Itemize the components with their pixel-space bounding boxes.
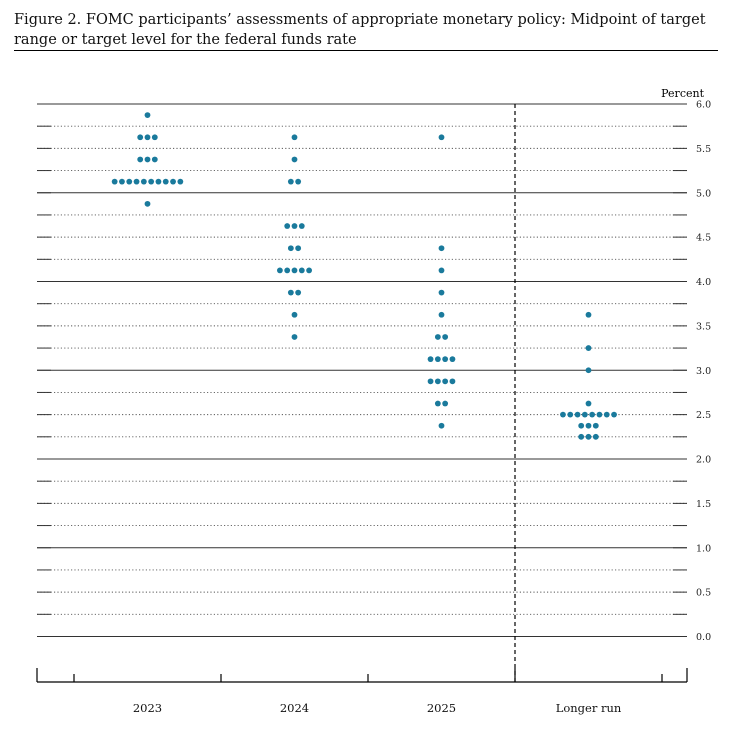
participant-dot <box>585 422 592 429</box>
participant-dot <box>306 267 312 274</box>
participant-dot <box>434 356 441 363</box>
y-tick-label: 3.5 <box>696 321 711 332</box>
participant-dot <box>596 411 603 418</box>
participant-dot <box>287 289 294 296</box>
participant-dot <box>140 178 147 185</box>
participant-dot <box>449 378 456 385</box>
participant-dot <box>592 433 599 440</box>
participant-dot <box>438 245 445 252</box>
participant-dot <box>585 400 592 407</box>
participant-dot <box>295 245 302 252</box>
axis-labels: 0.0 0.5 1.0 1.5 2.0 2.5 3.0 3.5 4.0 4.5 5.0 5.5 6.0 2… <box>133 100 711 716</box>
x-category-label: Longer run <box>556 701 622 715</box>
participant-dot <box>560 411 566 418</box>
participant-dot <box>287 178 294 185</box>
participant-dot <box>119 178 125 185</box>
participant-dot <box>574 411 581 418</box>
participant-dot <box>177 178 184 185</box>
y-tick-label: 4.0 <box>696 277 711 288</box>
participant-dot <box>284 223 291 229</box>
participant-dot <box>151 156 158 163</box>
participant-dot <box>442 356 449 363</box>
participant-dot <box>148 178 155 185</box>
participant-dot <box>603 411 610 418</box>
title-rule <box>14 50 718 51</box>
participant-dot <box>589 411 596 418</box>
y-tick-label: 0.0 <box>696 632 711 643</box>
participant-dot <box>585 367 592 374</box>
participant-dot <box>611 411 617 418</box>
participant-dot <box>449 356 456 363</box>
participant-dot <box>284 267 291 274</box>
participant-dot <box>291 267 298 274</box>
x-category-label: 2025 <box>427 701 456 715</box>
x-axis <box>36 668 688 683</box>
participant-dot <box>277 267 283 274</box>
participant-dot <box>567 411 574 418</box>
participant-dot <box>592 422 599 429</box>
participant-dot <box>578 422 585 429</box>
participant-dot <box>291 156 298 163</box>
y-tick-label: 6.0 <box>696 100 711 111</box>
participant-dot <box>585 345 592 351</box>
y-tick-label: 1.5 <box>696 499 711 510</box>
participant-dot <box>291 134 298 141</box>
participant-dot <box>162 178 169 185</box>
participant-dot <box>438 134 445 141</box>
participant-dot <box>144 112 151 118</box>
participant-dot <box>144 156 151 163</box>
x-category-label: 2023 <box>133 701 162 715</box>
participant-dot <box>442 334 449 340</box>
y-tick-label: 0.5 <box>696 588 711 599</box>
grid-lines <box>37 103 687 682</box>
participant-dot <box>438 289 445 296</box>
participant-dot <box>111 178 118 185</box>
dots-layer <box>111 112 617 440</box>
participant-dot <box>438 422 445 429</box>
participant-dot <box>298 223 305 229</box>
participant-dot <box>434 378 441 385</box>
participant-dot <box>585 311 592 318</box>
x-category-label: 2024 <box>280 701 309 715</box>
y-tick-label: 5.0 <box>696 188 711 199</box>
y-tick-label: 2.0 <box>696 455 711 466</box>
unit-label: Percent <box>661 87 704 100</box>
y-tick-label: 3.0 <box>696 366 711 377</box>
participant-dot <box>137 134 144 141</box>
y-tick-label: 4.5 <box>696 233 711 244</box>
participant-dot <box>137 156 144 163</box>
participant-dot <box>434 400 441 407</box>
participant-dot <box>585 433 592 440</box>
participant-dot <box>287 245 294 252</box>
participant-dot <box>144 134 151 141</box>
participant-dot <box>442 400 449 407</box>
participant-dot <box>126 178 133 185</box>
participant-dot <box>295 289 302 296</box>
participant-dot <box>581 411 588 418</box>
participant-dot <box>427 378 434 385</box>
y-tick-label: 1.0 <box>696 543 711 554</box>
participant-dot <box>133 178 140 185</box>
participant-dot <box>442 378 449 385</box>
participant-dot <box>438 311 445 318</box>
participant-dot <box>295 178 302 185</box>
figure-title: Figure 2. FOMC participants’ assessments… <box>14 12 706 48</box>
participant-dot <box>144 200 151 207</box>
participant-dot <box>434 334 441 340</box>
participant-dot <box>291 334 298 340</box>
y-tick-label: 5.5 <box>696 144 711 155</box>
participant-dot <box>151 134 158 141</box>
participant-dot <box>170 178 176 185</box>
participant-dot <box>155 178 162 185</box>
participant-dot <box>291 311 298 318</box>
participant-dot <box>578 433 585 440</box>
participant-dot <box>427 356 434 363</box>
participant-dot <box>298 267 305 274</box>
participant-dot <box>438 267 445 274</box>
participant-dot <box>291 223 298 229</box>
y-tick-label: 2.5 <box>696 410 711 421</box>
